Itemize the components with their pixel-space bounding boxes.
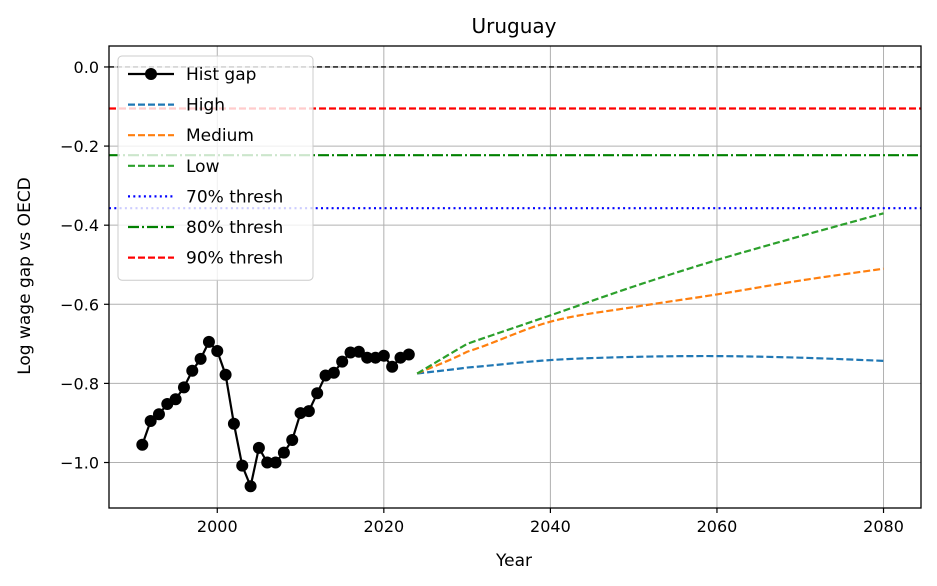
hist-gap-point — [277, 446, 290, 459]
hist-gap-point — [227, 417, 240, 430]
hist-gap-point — [311, 387, 324, 400]
hist-gap-point — [386, 360, 399, 373]
hist-gap-point — [327, 366, 340, 379]
hist-gap-point — [286, 433, 299, 446]
legend-label: Medium — [186, 126, 254, 146]
y-tick-label: 0.0 — [74, 58, 99, 77]
hist-gap-point — [136, 438, 149, 451]
y-tick-label: −0.4 — [60, 216, 99, 235]
legend-label: 90% thresh — [186, 249, 283, 269]
y-tick-label: −0.2 — [60, 137, 99, 156]
legend-label: High — [186, 96, 225, 116]
x-tick-label: 2020 — [363, 517, 404, 536]
x-tick-label: 2060 — [697, 517, 738, 536]
hist-gap-point — [269, 456, 282, 469]
hist-gap-point — [186, 364, 199, 377]
x-tick-label: 2000 — [197, 517, 238, 536]
legend-label: Low — [186, 157, 220, 177]
x-tick-label: 2080 — [863, 517, 904, 536]
legend-marker-hist-gap — [145, 68, 157, 80]
plot-area: 2000 2020 2040 2060 2080 0.0 −0.2 −0.4 −0.6 −0.8 −… — [60, 45, 922, 536]
hist-gap-point — [169, 393, 182, 406]
hist-gap-point — [244, 480, 257, 493]
series-line-low — [416, 212, 884, 375]
hist-gap-point — [361, 351, 374, 364]
hist-gap-point — [377, 349, 390, 362]
hist-gap-point — [402, 348, 415, 361]
x-tick-label: 2040 — [530, 517, 571, 536]
hist-gap-point — [261, 456, 274, 469]
hist-gap-point — [252, 441, 265, 454]
hist-gap-point — [352, 345, 365, 358]
hist-gap-point — [236, 459, 249, 472]
hist-gap-point — [177, 381, 190, 394]
plot-series — [109, 66, 921, 493]
x-axis-label: Year — [495, 551, 532, 571]
legend-label: 70% thresh — [186, 187, 283, 207]
hist-gap-point — [194, 352, 207, 365]
series-line-medium — [416, 267, 884, 375]
hist-gap-point — [336, 355, 349, 368]
axes-frame — [108, 45, 922, 509]
chart-title: Uruguay — [472, 14, 557, 38]
legend-label: 80% thresh — [186, 218, 283, 238]
series-line-high — [417, 354, 884, 375]
legend-label: Hist gap — [186, 65, 256, 85]
hist-gap-point — [152, 408, 165, 421]
hist-gap-point — [219, 368, 232, 381]
hist-gap-point — [211, 344, 224, 357]
hist-gap-point — [302, 405, 315, 418]
hist-gap-point — [202, 335, 215, 348]
hist-gap-point — [144, 414, 157, 427]
legend: Hist gap High Medium Low 70% thresh 80% thres… — [117, 55, 314, 281]
y-tick-label: −0.6 — [60, 295, 99, 314]
y-tick-label: −0.8 — [60, 374, 99, 393]
legend-box — [117, 55, 314, 281]
y-axis-label: Log wage gap vs OECD — [15, 177, 35, 375]
y-tick-label: −1.0 — [60, 454, 99, 473]
